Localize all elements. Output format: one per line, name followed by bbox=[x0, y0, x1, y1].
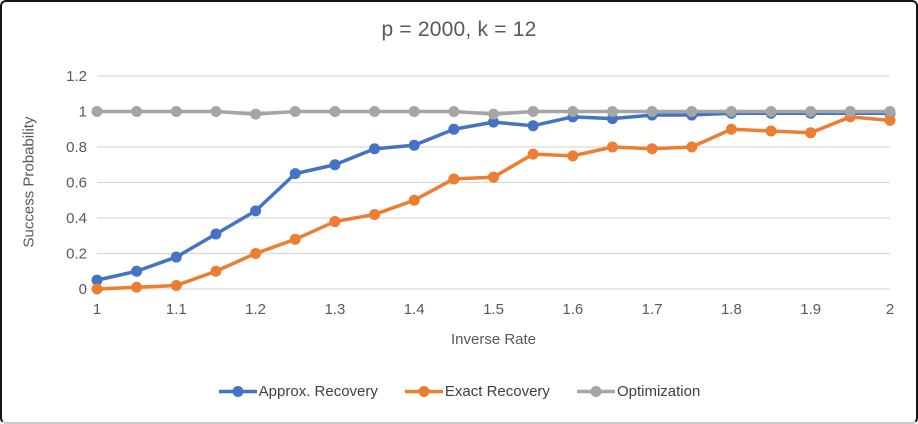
data-point-marker bbox=[329, 159, 341, 171]
data-point-marker bbox=[805, 127, 817, 139]
x-tick-label: 1.1 bbox=[166, 301, 187, 318]
data-point-marker bbox=[329, 106, 341, 117]
y-tick-label: 0 bbox=[79, 281, 87, 298]
y-tick-label: 0.6 bbox=[66, 175, 87, 192]
series-line bbox=[95, 111, 892, 282]
x-tick-label: 1.7 bbox=[642, 301, 663, 318]
data-point-marker bbox=[805, 106, 817, 117]
legend-label: Optimization bbox=[616, 383, 701, 400]
data-point-marker bbox=[369, 143, 381, 155]
x-tick-label: 1.6 bbox=[562, 301, 583, 318]
data-point-marker bbox=[646, 106, 658, 117]
series-line bbox=[95, 115, 892, 291]
legend-item-approx-recovery: Approx. Recovery bbox=[218, 383, 378, 400]
x-tick-label: 1.2 bbox=[245, 301, 266, 318]
data-point-marker bbox=[250, 205, 262, 217]
data-point-marker bbox=[725, 123, 737, 135]
data-point-marker bbox=[448, 106, 460, 117]
data-point-marker bbox=[884, 106, 896, 117]
data-point-marker bbox=[289, 233, 301, 245]
x-tick-label: 1.4 bbox=[404, 301, 425, 318]
data-point-marker bbox=[250, 108, 262, 120]
data-point-marker bbox=[844, 106, 856, 117]
legend-line-marker-icon bbox=[576, 386, 615, 397]
data-point-marker bbox=[369, 106, 381, 117]
data-point-marker bbox=[131, 281, 143, 293]
data-point-marker bbox=[606, 141, 618, 153]
legend-label: Approx. Recovery bbox=[258, 383, 378, 400]
data-point-marker bbox=[170, 279, 182, 291]
data-point-marker bbox=[765, 106, 777, 117]
data-point-marker bbox=[329, 216, 341, 228]
data-point-marker bbox=[131, 106, 143, 117]
x-tick-label: 1.9 bbox=[800, 301, 821, 318]
data-point-marker bbox=[250, 248, 262, 259]
y-axis-title: Success Probability bbox=[20, 116, 38, 248]
chart-title: p = 2000, k = 12 bbox=[381, 18, 537, 41]
legend-label: Exact Recovery bbox=[444, 383, 550, 400]
data-point-marker bbox=[210, 106, 222, 117]
y-tick-label: 0.8 bbox=[66, 139, 87, 156]
data-point-marker bbox=[567, 106, 579, 117]
legend-item-optimization: Optimization bbox=[576, 383, 700, 400]
legend-line-marker-icon bbox=[218, 386, 257, 397]
data-point-marker bbox=[408, 139, 420, 151]
data-point-marker bbox=[527, 148, 539, 160]
data-point-marker bbox=[527, 120, 539, 132]
data-point-marker bbox=[210, 265, 222, 277]
data-point-marker bbox=[91, 106, 103, 117]
data-point-marker bbox=[527, 106, 539, 117]
legend-line-marker-icon bbox=[404, 386, 443, 397]
data-point-marker bbox=[686, 106, 698, 117]
y-tick-label: 0.4 bbox=[66, 210, 87, 227]
data-point-marker bbox=[686, 141, 698, 153]
data-point-marker bbox=[765, 125, 777, 137]
y-tick-label: 1 bbox=[79, 104, 87, 121]
data-point-marker bbox=[646, 143, 658, 155]
data-point-marker bbox=[289, 168, 301, 180]
x-tick-label: 1.3 bbox=[324, 301, 345, 318]
data-point-marker bbox=[567, 150, 579, 162]
data-point-marker bbox=[408, 194, 420, 206]
data-point-marker bbox=[131, 265, 143, 277]
data-point-marker bbox=[210, 228, 222, 240]
data-point-marker bbox=[170, 106, 182, 117]
y-tick-label: 1.2 bbox=[66, 68, 87, 85]
x-axis-title: Inverse Rate bbox=[450, 331, 537, 348]
data-point-marker bbox=[170, 251, 182, 263]
data-point-marker bbox=[408, 106, 420, 117]
data-point-marker bbox=[448, 173, 460, 185]
data-point-marker bbox=[91, 274, 103, 286]
data-point-marker bbox=[289, 106, 301, 117]
data-point-marker bbox=[725, 106, 737, 117]
legend-item-exact-recovery: Exact Recovery bbox=[404, 383, 550, 400]
data-point-marker bbox=[91, 283, 103, 295]
legend: Approx. Recovery Exact Recovery Optimiza… bbox=[2, 383, 916, 400]
x-tick-label: 1.5 bbox=[483, 301, 504, 318]
data-point-marker bbox=[884, 114, 896, 126]
x-tick-label: 1.8 bbox=[721, 301, 742, 318]
x-tick-label: 2 bbox=[886, 301, 894, 318]
data-point-marker bbox=[488, 108, 499, 120]
data-point-marker bbox=[488, 171, 499, 183]
y-tick-label: 0.2 bbox=[66, 246, 87, 263]
x-tick-label: 1 bbox=[93, 301, 101, 318]
data-point-marker bbox=[488, 116, 499, 128]
data-point-marker bbox=[448, 123, 460, 135]
data-point-marker bbox=[606, 106, 618, 117]
data-point-marker bbox=[369, 208, 381, 220]
